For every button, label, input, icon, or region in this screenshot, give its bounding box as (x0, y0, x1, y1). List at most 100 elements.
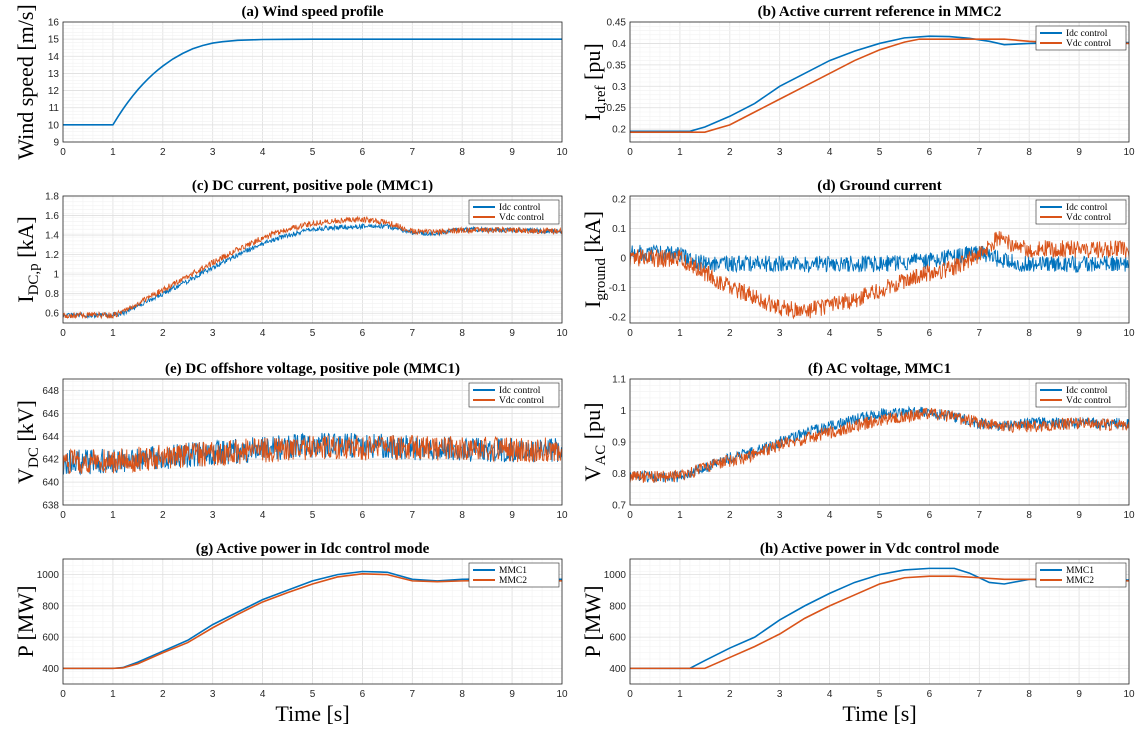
x-tick-label: 1 (110, 689, 116, 700)
x-tick-label: 5 (877, 328, 883, 339)
y-tick-label: 400 (609, 664, 626, 675)
y-tick-label: 11 (49, 103, 60, 114)
x-tick-label: 2 (160, 689, 166, 700)
y-tick-label: 648 (42, 386, 59, 397)
y-tick-label: 1 (620, 406, 626, 417)
x-tick-label: 10 (1123, 147, 1135, 158)
y-tick-label: 0.9 (612, 438, 626, 449)
y-axis-label: Iground [kA] (580, 211, 609, 308)
x-tick-label: 5 (877, 510, 883, 521)
panel-b: 0 1 2 3 4 5 6 7 8 9 10 0.2 0.25 0.3 0.35 0.4 0.45 (b) Act… (580, 4, 1135, 158)
x-tick-label: 1 (677, 328, 683, 339)
panel-title: (e) DC offshore voltage, positive pole (… (165, 361, 460, 377)
plot-frame (629, 21, 1130, 143)
x-tick-label: 7 (410, 510, 416, 521)
legend-entry: Idc control (1066, 29, 1108, 39)
x-tick-label: 8 (1026, 328, 1032, 339)
x-tick-label: 5 (310, 689, 316, 700)
x-tick-label: 10 (556, 510, 568, 521)
x-tick-label: 4 (260, 328, 266, 339)
x-tick-label: 9 (1076, 510, 1082, 521)
y-tick-label: 0.45 (607, 18, 627, 29)
series-line-vdc-control (630, 231, 1129, 320)
y-tick-label: 600 (42, 633, 59, 644)
y-tick-label: 1.8 (45, 192, 59, 203)
x-tick-label: 6 (927, 147, 933, 158)
x-tick-label: 7 (410, 147, 416, 158)
x-tick-label: 1 (110, 147, 116, 158)
y-tick-label: 800 (42, 601, 59, 612)
y-tick-label: 0.6 (45, 309, 59, 320)
x-tick-label: 3 (777, 689, 783, 700)
x-tick-label: 2 (160, 328, 166, 339)
x-tick-label: 7 (977, 689, 983, 700)
x-tick-label: 1 (110, 328, 116, 339)
x-tick-label: 6 (360, 147, 366, 158)
x-tick-label: 8 (459, 328, 465, 339)
y-tick-label: 1.6 (45, 211, 59, 222)
y-axis-label: VDC [kV] (13, 400, 42, 484)
legend-box (1035, 562, 1127, 588)
y-tick-label: 0.3 (612, 82, 626, 93)
x-tick-label: 9 (509, 689, 515, 700)
x-tick-label: 3 (777, 510, 783, 521)
x-tick-label: 0 (627, 689, 633, 700)
x-tick-label: 2 (727, 689, 733, 700)
panel-f: 0 1 2 3 4 5 6 7 8 9 10 0.7 0.8 0.9 1 1.1 (f) AC voltage,… (580, 361, 1135, 521)
y-tick-label: -0.2 (609, 313, 627, 324)
x-tick-label: 2 (727, 328, 733, 339)
plot-frame (629, 378, 1130, 506)
x-tick-label: 9 (509, 328, 515, 339)
legend-entry: Vdc control (499, 213, 544, 223)
x-tick-label: 6 (927, 328, 933, 339)
y-tick-label: 642 (42, 455, 59, 466)
x-tick-label: 0 (60, 328, 66, 339)
y-tick-label: 646 (42, 409, 59, 420)
panel-h: 0 1 2 3 4 5 6 7 8 9 10 400 600 800 1000 (h) Active powe… (580, 541, 1135, 700)
x-tick-label: 3 (210, 510, 216, 521)
series-line-a (63, 38, 562, 126)
legend-entry: Idc control (499, 386, 541, 396)
legend-box (1035, 199, 1127, 225)
x-tick-label: 0 (627, 328, 633, 339)
x-tick-label: 3 (210, 689, 216, 700)
y-axis-label: IDC,p [kA] (13, 216, 42, 302)
y-tick-label: 644 (42, 432, 59, 443)
y-tick-label: 0.7 (612, 501, 626, 512)
panel-title: (f) AC voltage, MMC1 (808, 361, 951, 377)
x-tick-label: 10 (556, 328, 568, 339)
x-tick-label: 10 (556, 147, 568, 158)
y-tick-label: 0.2 (612, 125, 626, 136)
legend-entry: Vdc control (1066, 39, 1111, 49)
x-tick-label: 7 (410, 689, 416, 700)
x-tick-label: 9 (1076, 689, 1082, 700)
panel-title: (a) Wind speed profile (241, 4, 383, 20)
x-tick-label: 7 (977, 328, 983, 339)
plot-frame (62, 378, 563, 506)
legend-entry: Vdc control (1066, 213, 1111, 223)
y-tick-label: 800 (609, 601, 626, 612)
x-tick-label: 6 (360, 510, 366, 521)
series-line-vdc-control (630, 38, 1129, 133)
x-tick-label: 9 (1076, 328, 1082, 339)
y-tick-label: 1000 (37, 570, 60, 581)
y-tick-label: 15 (48, 35, 60, 46)
legend-entry: MMC2 (1066, 576, 1094, 586)
x-tick-label: 8 (1026, 510, 1032, 521)
panel-title: (g) Active power in Idc control mode (196, 541, 430, 557)
x-tick-label: 10 (1123, 689, 1135, 700)
legend-entry: MMC1 (499, 566, 527, 576)
x-tick-label: 0 (60, 510, 66, 521)
x-tick-label: 10 (1123, 328, 1135, 339)
legend-entry: MMC2 (499, 576, 527, 586)
x-tick-label: 4 (260, 689, 266, 700)
x-tick-label: 6 (927, 689, 933, 700)
y-axis-label: P [MW] (13, 586, 38, 658)
x-tick-label: 4 (827, 510, 833, 521)
x-tick-label: 5 (877, 689, 883, 700)
